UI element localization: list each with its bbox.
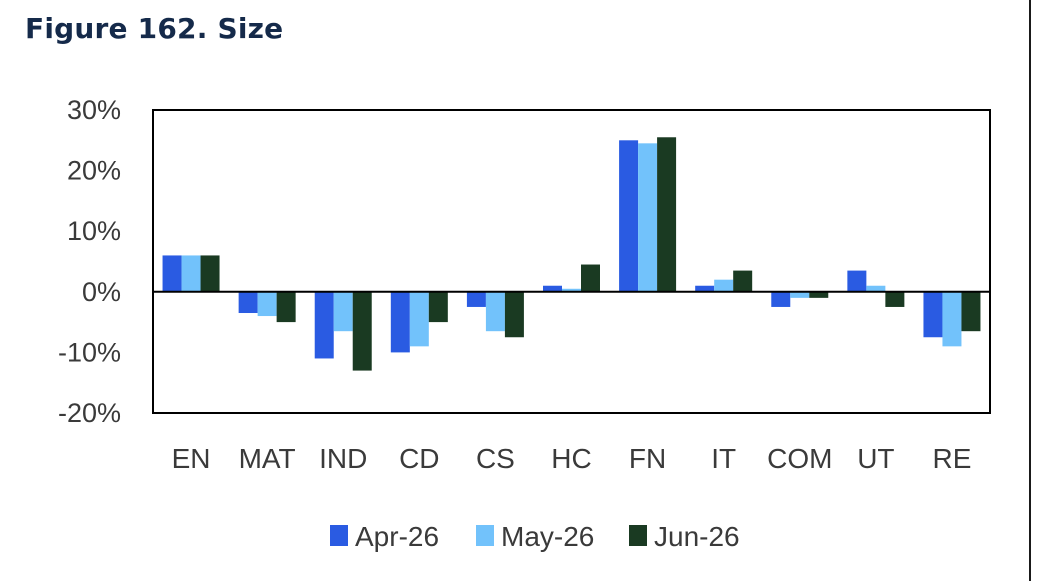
x-tick-label: CS xyxy=(476,443,515,474)
bar-re-jun-26 xyxy=(961,291,981,332)
x-tick-label: RE xyxy=(933,443,972,474)
legend-item-may-26: May-26 xyxy=(476,521,594,552)
bar-cd-jun-26 xyxy=(428,291,448,323)
x-tick-label: IND xyxy=(319,443,367,474)
bar-re-apr-26 xyxy=(923,291,943,338)
x-tick-label: UT xyxy=(857,443,894,474)
y-tick-label: 20% xyxy=(67,156,121,186)
legend-swatch xyxy=(330,525,348,546)
bar-it-jun-26 xyxy=(733,270,753,292)
bar-ut-apr-26 xyxy=(847,270,867,292)
bar-en-may-26 xyxy=(181,255,201,292)
bar-cs-may-26 xyxy=(485,291,505,332)
y-tick-label: 0% xyxy=(82,277,121,307)
bar-ut-may-26 xyxy=(866,285,886,292)
bar-ind-jun-26 xyxy=(352,291,372,371)
bar-it-apr-26 xyxy=(695,285,715,292)
figure-title: Figure 162. Size xyxy=(25,12,284,45)
bar-fn-jun-26 xyxy=(657,137,677,292)
x-tick-label: IT xyxy=(711,443,736,474)
bar-ut-jun-26 xyxy=(885,291,905,307)
bar-hc-may-26 xyxy=(562,288,581,292)
bar-en-jun-26 xyxy=(200,255,220,292)
page-frame-line xyxy=(1029,0,1031,581)
bar-it-may-26 xyxy=(714,279,734,292)
bar-hc-apr-26 xyxy=(543,285,562,292)
bar-mat-jun-26 xyxy=(276,291,296,323)
bar-cs-jun-26 xyxy=(504,291,524,338)
legend-label: Apr-26 xyxy=(355,521,439,552)
bar-fn-apr-26 xyxy=(619,140,639,292)
x-tick-label: MAT xyxy=(239,443,296,474)
bar-com-may-26 xyxy=(790,291,810,298)
bar-com-apr-26 xyxy=(771,291,791,307)
x-tick-label: CD xyxy=(399,443,439,474)
bar-en-apr-26 xyxy=(162,255,182,292)
bar-ind-may-26 xyxy=(333,291,353,332)
y-tick-label: -10% xyxy=(58,337,121,367)
bar-com-jun-26 xyxy=(809,291,829,298)
bar-cd-apr-26 xyxy=(390,291,410,353)
y-tick-label: -20% xyxy=(58,398,121,428)
y-tick-label: 30% xyxy=(67,95,121,125)
x-tick-label: FN xyxy=(629,443,666,474)
bar-cs-apr-26 xyxy=(466,291,486,307)
bar-ind-apr-26 xyxy=(314,291,334,359)
plot-area-frame xyxy=(152,109,991,414)
x-tick-label: HC xyxy=(551,443,591,474)
legend-label: May-26 xyxy=(501,521,594,552)
y-tick-label: 10% xyxy=(67,216,121,246)
bar-mat-apr-26 xyxy=(238,291,258,314)
x-tick-label: EN xyxy=(172,443,211,474)
x-tick-label: COM xyxy=(767,443,832,474)
bar-re-may-26 xyxy=(942,291,962,347)
legend-swatch xyxy=(476,525,494,546)
bar-hc-jun-26 xyxy=(581,264,600,292)
legend-label: Jun-26 xyxy=(654,521,740,552)
legend-swatch xyxy=(629,525,647,546)
bar-mat-may-26 xyxy=(257,291,277,317)
bar-fn-may-26 xyxy=(638,143,658,292)
legend-item-jun-26: Jun-26 xyxy=(629,521,740,552)
bar-cd-may-26 xyxy=(409,291,429,347)
legend-item-apr-26: Apr-26 xyxy=(330,521,439,552)
